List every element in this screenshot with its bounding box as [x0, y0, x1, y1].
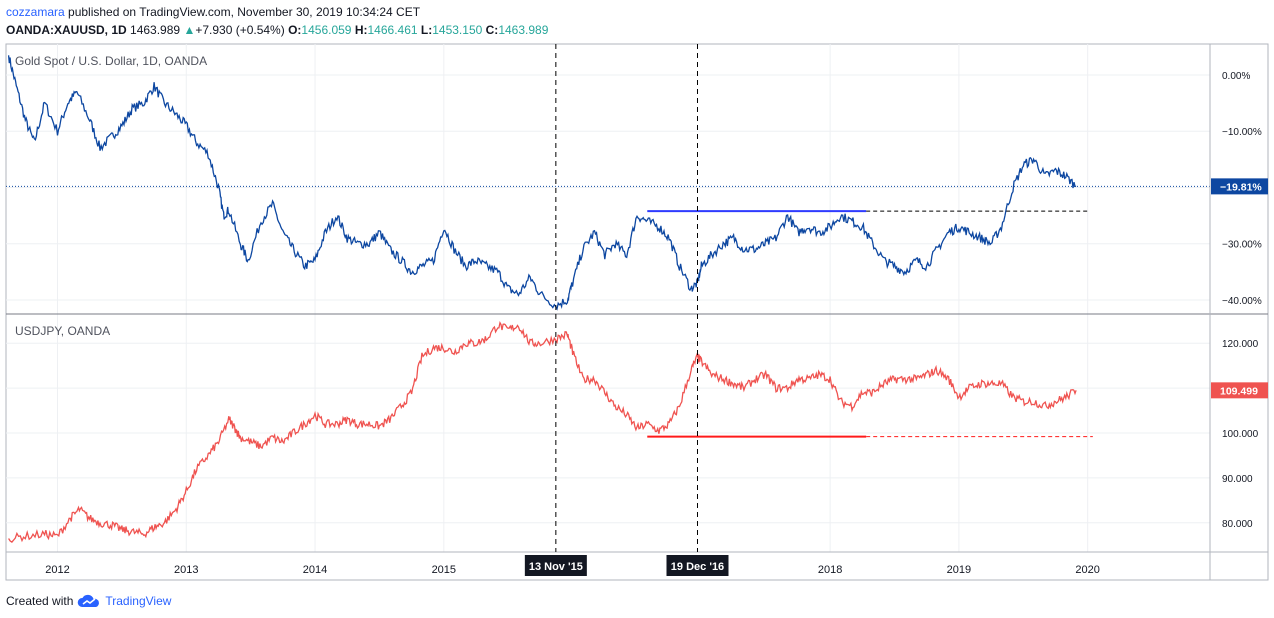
- footer: Created with TradingView: [6, 594, 171, 608]
- published-text: published on TradingView.com, November 3…: [68, 5, 421, 19]
- series-line-gold: [7, 55, 1077, 311]
- y-tick-label: 80.000: [1222, 519, 1253, 530]
- x-tick-label: 2014: [303, 564, 327, 576]
- last-value-label: 109.499: [1220, 385, 1258, 397]
- high-value: 1466.461: [367, 23, 418, 37]
- x-tick-label: 2015: [432, 564, 456, 576]
- y-tick-label: 100.000: [1222, 429, 1259, 440]
- y-tick-label: −40.00%: [1222, 296, 1262, 307]
- low-value: 1453.150: [432, 23, 483, 37]
- x-tick-label: 2020: [1075, 564, 1099, 576]
- tradingview-brand-link[interactable]: TradingView: [105, 594, 172, 608]
- panel-title: USDJPY, OANDA: [15, 324, 110, 338]
- created-with-text: Created with: [6, 594, 74, 608]
- y-tick-label: −10.00%: [1222, 127, 1262, 138]
- crosshair-date-label: 13 Nov '15: [529, 561, 583, 573]
- change-arrow-icon: ▲: [183, 23, 196, 37]
- close-label: C:: [485, 23, 499, 37]
- last-value-tag: [1211, 382, 1268, 399]
- last-value-tag: [1211, 178, 1268, 195]
- crosshair-date-tag: [524, 555, 587, 576]
- y-tick-label: −30.00%: [1222, 240, 1262, 251]
- y-tick-label: 0.00%: [1222, 71, 1250, 82]
- series-line-usdjpy: [8, 321, 1077, 543]
- y-tick-label: 120.000: [1222, 339, 1259, 350]
- ohlc-line: OANDA:XAUUSD, 1D 1463.989 ▲+7.930 (+0.54…: [6, 23, 548, 37]
- x-tick-label: 2019: [947, 564, 971, 576]
- crosshair-date-tag: [666, 555, 729, 576]
- chart-frame: [5, 43, 1269, 581]
- open-value: 1456.059: [301, 23, 352, 37]
- y-tick-label: 90.000: [1222, 474, 1253, 485]
- low-label: L:: [420, 23, 433, 37]
- high-label: H:: [354, 23, 368, 37]
- tradingview-cloud-icon: [78, 594, 100, 607]
- open-label: O:: [288, 23, 302, 37]
- last-value-label: −19.81%: [1220, 181, 1262, 193]
- x-tick-label: 2012: [45, 564, 69, 576]
- x-tick-label: 2018: [818, 564, 842, 576]
- panel-title: Gold Spot / U.S. Dollar, 1D, OANDA: [15, 54, 207, 68]
- change-value: +7.930 (+0.54%): [195, 23, 285, 37]
- x-tick-label: 2013: [174, 564, 198, 576]
- last-price: 1463.989: [130, 23, 181, 37]
- publisher-line: cozzamara published on TradingView.com, …: [6, 5, 420, 19]
- crosshair-date-label: 19 Dec '16: [671, 561, 724, 573]
- close-value: 1463.989: [498, 23, 549, 37]
- author-link[interactable]: cozzamara: [6, 5, 65, 19]
- symbol-label: OANDA:XAUUSD, 1D: [6, 23, 127, 37]
